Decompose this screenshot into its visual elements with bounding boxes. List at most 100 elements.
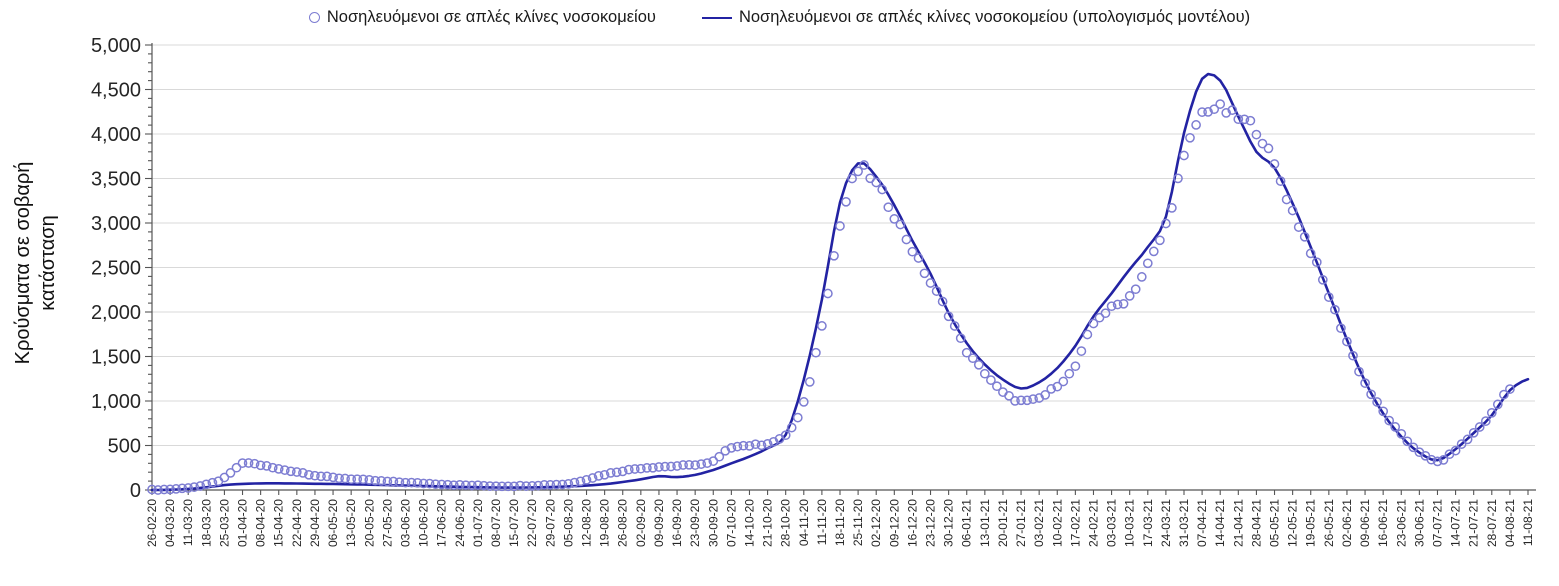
svg-text:4,500: 4,500 <box>91 80 141 102</box>
svg-text:31-03-21: 31-03-21 <box>1177 499 1191 547</box>
svg-text:29-04-20: 29-04-20 <box>308 499 322 547</box>
svg-text:0: 0 <box>130 480 141 502</box>
svg-text:14-07-21: 14-07-21 <box>1449 499 1463 547</box>
svg-text:03-03-21: 03-03-21 <box>1105 499 1119 547</box>
svg-text:25-03-20: 25-03-20 <box>217 499 231 547</box>
svg-text:26-08-20: 26-08-20 <box>616 499 630 547</box>
svg-text:09-09-20: 09-09-20 <box>652 499 666 547</box>
svg-text:02-12-20: 02-12-20 <box>869 499 883 547</box>
x-axis-tick-labels: 26-02-20 04-03-20 11-03-20 18-03-20 25-03-20… <box>145 499 1535 547</box>
legend-item-model: Νοσηλευόμενοι σε απλές κλίνες νοσοκομείο… <box>701 8 1251 27</box>
svg-text:05-05-21: 05-05-21 <box>1268 499 1282 547</box>
chart-legend: Νοσηλευόμενοι σε απλές κλίνες νοσοκομείο… <box>0 8 1559 27</box>
y-axis-tick-labels: 0 500 1,000 1,500 2,000 2,500 3,000 3,500 4,000 4… <box>91 35 141 502</box>
x-axis-ticks <box>151 490 1529 495</box>
svg-text:2,000: 2,000 <box>91 302 141 324</box>
svg-text:20-05-20: 20-05-20 <box>362 499 376 547</box>
svg-text:19-08-20: 19-08-20 <box>598 499 612 547</box>
svg-text:14-10-20: 14-10-20 <box>742 499 756 547</box>
svg-text:24-02-21: 24-02-21 <box>1086 499 1100 547</box>
svg-text:10-06-20: 10-06-20 <box>417 499 431 547</box>
svg-text:24-03-21: 24-03-21 <box>1159 499 1173 547</box>
svg-text:1,500: 1,500 <box>91 347 141 369</box>
svg-text:20-01-21: 20-01-21 <box>996 499 1010 547</box>
svg-text:21-07-21: 21-07-21 <box>1467 499 1481 547</box>
svg-text:22-04-20: 22-04-20 <box>290 499 304 547</box>
svg-text:11-03-20: 11-03-20 <box>181 499 195 546</box>
svg-text:07-07-21: 07-07-21 <box>1430 499 1444 547</box>
svg-text:23-06-21: 23-06-21 <box>1394 499 1408 547</box>
svg-text:30-06-21: 30-06-21 <box>1412 499 1426 547</box>
svg-text:28-07-21: 28-07-21 <box>1485 499 1499 547</box>
svg-text:3,500: 3,500 <box>91 169 141 191</box>
svg-text:28-10-20: 28-10-20 <box>779 499 793 547</box>
svg-text:16-09-20: 16-09-20 <box>670 499 684 547</box>
svg-text:04-08-21: 04-08-21 <box>1503 499 1517 547</box>
svg-text:4,000: 4,000 <box>91 124 141 146</box>
legend-observed-label: Νοσηλευόμενοι σε απλές κλίνες νοσοκομείο… <box>326 8 656 26</box>
observed-scatter-series <box>147 99 1515 495</box>
svg-text:03-02-21: 03-02-21 <box>1032 499 1046 547</box>
svg-text:5,000: 5,000 <box>91 35 141 57</box>
svg-text:17-03-21: 17-03-21 <box>1141 499 1155 547</box>
svg-text:24-06-20: 24-06-20 <box>453 499 467 547</box>
svg-text:23-12-20: 23-12-20 <box>924 499 938 547</box>
svg-text:16-06-21: 16-06-21 <box>1376 499 1390 547</box>
gridlines <box>152 44 1535 446</box>
svg-text:09-06-21: 09-06-21 <box>1358 499 1372 547</box>
svg-text:03-06-20: 03-06-20 <box>398 499 412 547</box>
svg-text:1,000: 1,000 <box>91 391 141 413</box>
svg-text:23-09-20: 23-09-20 <box>688 499 702 547</box>
svg-text:18-03-20: 18-03-20 <box>199 499 213 547</box>
svg-text:11-08-21: 11-08-21 <box>1521 499 1535 546</box>
svg-text:21-10-20: 21-10-20 <box>761 499 775 547</box>
svg-text:18-11-20: 18-11-20 <box>833 499 847 546</box>
svg-text:30-09-20: 30-09-20 <box>706 499 720 547</box>
svg-text:02-06-21: 02-06-21 <box>1340 499 1354 547</box>
svg-text:15-07-20: 15-07-20 <box>507 499 521 547</box>
svg-text:04-03-20: 04-03-20 <box>163 499 177 547</box>
svg-text:08-04-20: 08-04-20 <box>254 499 268 547</box>
svg-text:25-11-20: 25-11-20 <box>851 499 865 546</box>
svg-text:21-04-21: 21-04-21 <box>1231 499 1245 547</box>
svg-text:06-01-21: 06-01-21 <box>960 499 974 547</box>
y-axis-ticks <box>145 44 152 491</box>
svg-text:2,500: 2,500 <box>91 258 141 280</box>
svg-text:30-12-20: 30-12-20 <box>942 499 956 547</box>
svg-text:13-01-21: 13-01-21 <box>978 499 992 547</box>
svg-text:29-07-20: 29-07-20 <box>543 499 557 547</box>
svg-text:07-04-21: 07-04-21 <box>1195 499 1209 547</box>
svg-text:10-02-21: 10-02-21 <box>1050 499 1064 547</box>
svg-text:14-04-21: 14-04-21 <box>1213 499 1227 547</box>
svg-text:07-10-20: 07-10-20 <box>724 499 738 547</box>
svg-text:09-12-20: 09-12-20 <box>887 499 901 547</box>
legend-line-marker-icon <box>701 16 732 19</box>
svg-text:3,000: 3,000 <box>91 213 141 235</box>
svg-text:16-12-20: 16-12-20 <box>905 499 919 547</box>
svg-text:01-07-20: 01-07-20 <box>471 499 485 547</box>
svg-text:05-08-20: 05-08-20 <box>561 499 575 547</box>
svg-text:08-07-20: 08-07-20 <box>489 499 503 547</box>
svg-text:28-04-21: 28-04-21 <box>1249 499 1263 547</box>
legend-model-label: Νοσηλευόμενοι σε απλές κλίνες νοσοκομείο… <box>738 8 1251 26</box>
svg-text:22-07-20: 22-07-20 <box>525 499 539 547</box>
svg-text:17-06-20: 17-06-20 <box>435 499 449 547</box>
svg-text:27-01-21: 27-01-21 <box>1014 499 1028 547</box>
svg-text:500: 500 <box>108 436 141 458</box>
svg-text:19-05-21: 19-05-21 <box>1304 499 1318 547</box>
svg-text:12-05-21: 12-05-21 <box>1286 499 1300 547</box>
svg-text:10-03-21: 10-03-21 <box>1123 499 1137 547</box>
model-line-series <box>150 72 1530 492</box>
svg-text:04-11-20: 04-11-20 <box>797 499 811 546</box>
svg-text:17-02-21: 17-02-21 <box>1068 499 1082 547</box>
svg-text:15-04-20: 15-04-20 <box>272 499 286 547</box>
svg-text:26-05-21: 26-05-21 <box>1322 499 1336 547</box>
svg-text:27-05-20: 27-05-20 <box>380 499 394 547</box>
legend-circle-marker-icon <box>308 12 320 23</box>
legend-item-observed: Νοσηλευόμενοι σε απλές κλίνες νοσοκομείο… <box>308 8 656 27</box>
axes <box>150 43 1536 491</box>
svg-text:13-05-20: 13-05-20 <box>344 499 358 547</box>
svg-text:12-08-20: 12-08-20 <box>580 499 594 547</box>
